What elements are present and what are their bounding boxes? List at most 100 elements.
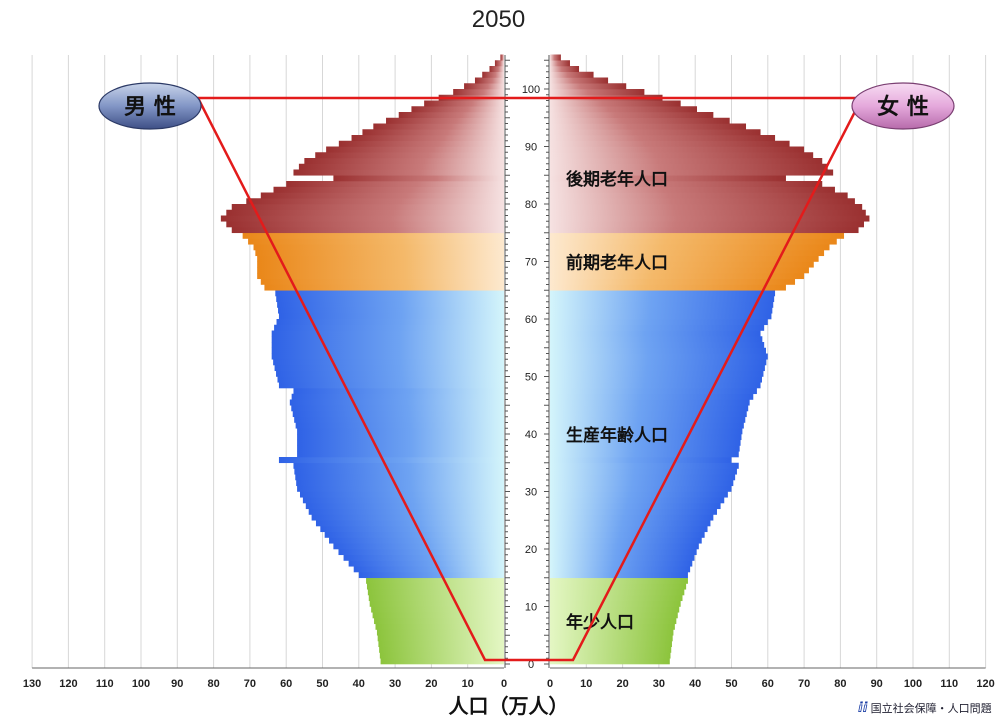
x-tick-label-female: 10 — [580, 678, 592, 690]
male-bar-age-67 — [257, 273, 504, 280]
male-bar-age-80 — [246, 198, 504, 205]
male-bar-age-78 — [226, 209, 504, 216]
male-bar-age-47 — [293, 388, 504, 395]
male-bar-age-54 — [271, 347, 504, 354]
source-credit-text: 国立社会保障・人口問題 — [870, 702, 992, 715]
male-bar-age-86 — [298, 163, 504, 170]
male-bar-age-8 — [372, 612, 504, 619]
age-tick-label: 30 — [525, 487, 537, 499]
female-bar-age-74 — [550, 232, 845, 239]
x-tick-label-female: 20 — [616, 678, 628, 690]
male-bar-age-45 — [289, 399, 504, 406]
male-bar-age-88 — [315, 152, 504, 159]
female-bar-age-83 — [550, 181, 823, 188]
male-bar-age-57 — [271, 330, 504, 337]
female-bar-age-76 — [550, 221, 864, 228]
female-bar-age-5 — [550, 629, 674, 636]
male-bar-age-66 — [260, 278, 504, 285]
female-bar-age-95 — [550, 112, 714, 119]
male-label-badge — [98, 82, 202, 130]
male-bar-age-79 — [231, 204, 504, 211]
female-bar-age-20 — [550, 543, 699, 550]
age-tick-label: 90 — [525, 142, 537, 154]
female-bar-age-11 — [550, 595, 683, 602]
male-bar-age-32 — [295, 474, 504, 481]
female-bar-age-18 — [550, 554, 695, 561]
male-bar-age-85 — [293, 169, 504, 176]
female-bar-age-2 — [550, 646, 672, 653]
female-bar-age-23 — [550, 526, 708, 533]
age-tick-label: 70 — [525, 257, 537, 269]
female-bar-age-100 — [550, 83, 627, 90]
female-bar-age-61 — [550, 307, 773, 314]
male-bar-age-81 — [260, 192, 504, 199]
female-bar-age-35 — [550, 457, 732, 464]
female-bar-age-87 — [550, 158, 823, 165]
age-tick-label: 60 — [525, 314, 537, 326]
female-bar-age-86 — [550, 163, 828, 170]
female-bar-age-24 — [550, 520, 711, 527]
female-bar-age-33 — [550, 468, 737, 475]
female-bar-age-46 — [550, 393, 754, 400]
male-bar-age-4 — [377, 635, 504, 642]
x-tick-label-male: 40 — [353, 678, 365, 690]
female-bar-age-92 — [550, 129, 761, 136]
male-bar-age-2 — [379, 646, 504, 653]
female-bar-age-97 — [550, 100, 681, 107]
female-bar-age-27 — [550, 503, 721, 510]
female-bar-age-69 — [550, 261, 814, 268]
male-bar-age-97 — [424, 100, 504, 107]
female-bar-age-34 — [550, 462, 739, 469]
x-tick-label-male: 100 — [132, 678, 150, 690]
female-bar-age-12 — [550, 589, 685, 596]
age-tick-label: 0 — [528, 659, 534, 671]
male-bar-age-42 — [294, 416, 504, 423]
male-bar-age-104 — [494, 60, 504, 67]
female-bar-age-54 — [550, 347, 766, 354]
male-bar-age-68 — [257, 267, 504, 274]
male-bar-age-10 — [369, 600, 504, 607]
male-bar-age-51 — [274, 365, 504, 372]
male-bar-age-14 — [366, 577, 504, 584]
male-bar-age-29 — [299, 491, 504, 498]
female-bar-age-10 — [550, 600, 681, 607]
x-tick-label-male: 20 — [425, 678, 437, 690]
female-bar-age-50 — [550, 370, 764, 377]
female-bar-age-65 — [550, 284, 786, 291]
x-tick-label-male: 60 — [280, 678, 292, 690]
female-bar-age-105 — [550, 54, 561, 61]
male-bar-age-1 — [379, 652, 504, 659]
female-bar-age-15 — [550, 572, 688, 579]
female-bar-age-96 — [550, 106, 698, 113]
male-bar-age-19 — [338, 549, 504, 556]
female-bar-age-71 — [550, 250, 825, 257]
male-bar-age-48 — [278, 382, 504, 389]
female-bar-age-31 — [550, 480, 734, 487]
female-bar-age-67 — [550, 273, 805, 280]
male-bar-age-20 — [333, 543, 504, 550]
female-bar-age-38 — [550, 439, 741, 446]
x-tick-label-female: 90 — [871, 678, 883, 690]
age-group-label: 生産年齢人口 — [566, 425, 668, 446]
male-bar-age-96 — [411, 106, 504, 113]
x-tick-label-male: 120 — [59, 678, 77, 690]
female-bar-age-3 — [550, 641, 672, 648]
x-tick-label-female: 100 — [904, 678, 922, 690]
female-bar-age-63 — [550, 296, 775, 303]
age-group-label: 後期老年人口 — [566, 169, 668, 190]
x-tick-label-female: 0 — [547, 678, 553, 690]
male-bar-age-5 — [376, 629, 504, 636]
male-bar-age-73 — [248, 238, 504, 245]
female-bar-age-26 — [550, 508, 717, 515]
female-bar-age-93 — [550, 123, 747, 130]
male-bar-age-89 — [326, 146, 504, 153]
male-bar-age-52 — [273, 359, 504, 366]
female-bar-age-59 — [550, 319, 768, 326]
male-bar-age-6 — [375, 623, 504, 630]
x-tick-label-female: 80 — [834, 678, 846, 690]
male-bar-age-55 — [271, 342, 504, 349]
male-bar-age-11 — [368, 595, 504, 602]
female-bar-age-37 — [550, 445, 740, 452]
female-bar-age-21 — [550, 537, 702, 544]
female-bar-age-72 — [550, 244, 830, 251]
